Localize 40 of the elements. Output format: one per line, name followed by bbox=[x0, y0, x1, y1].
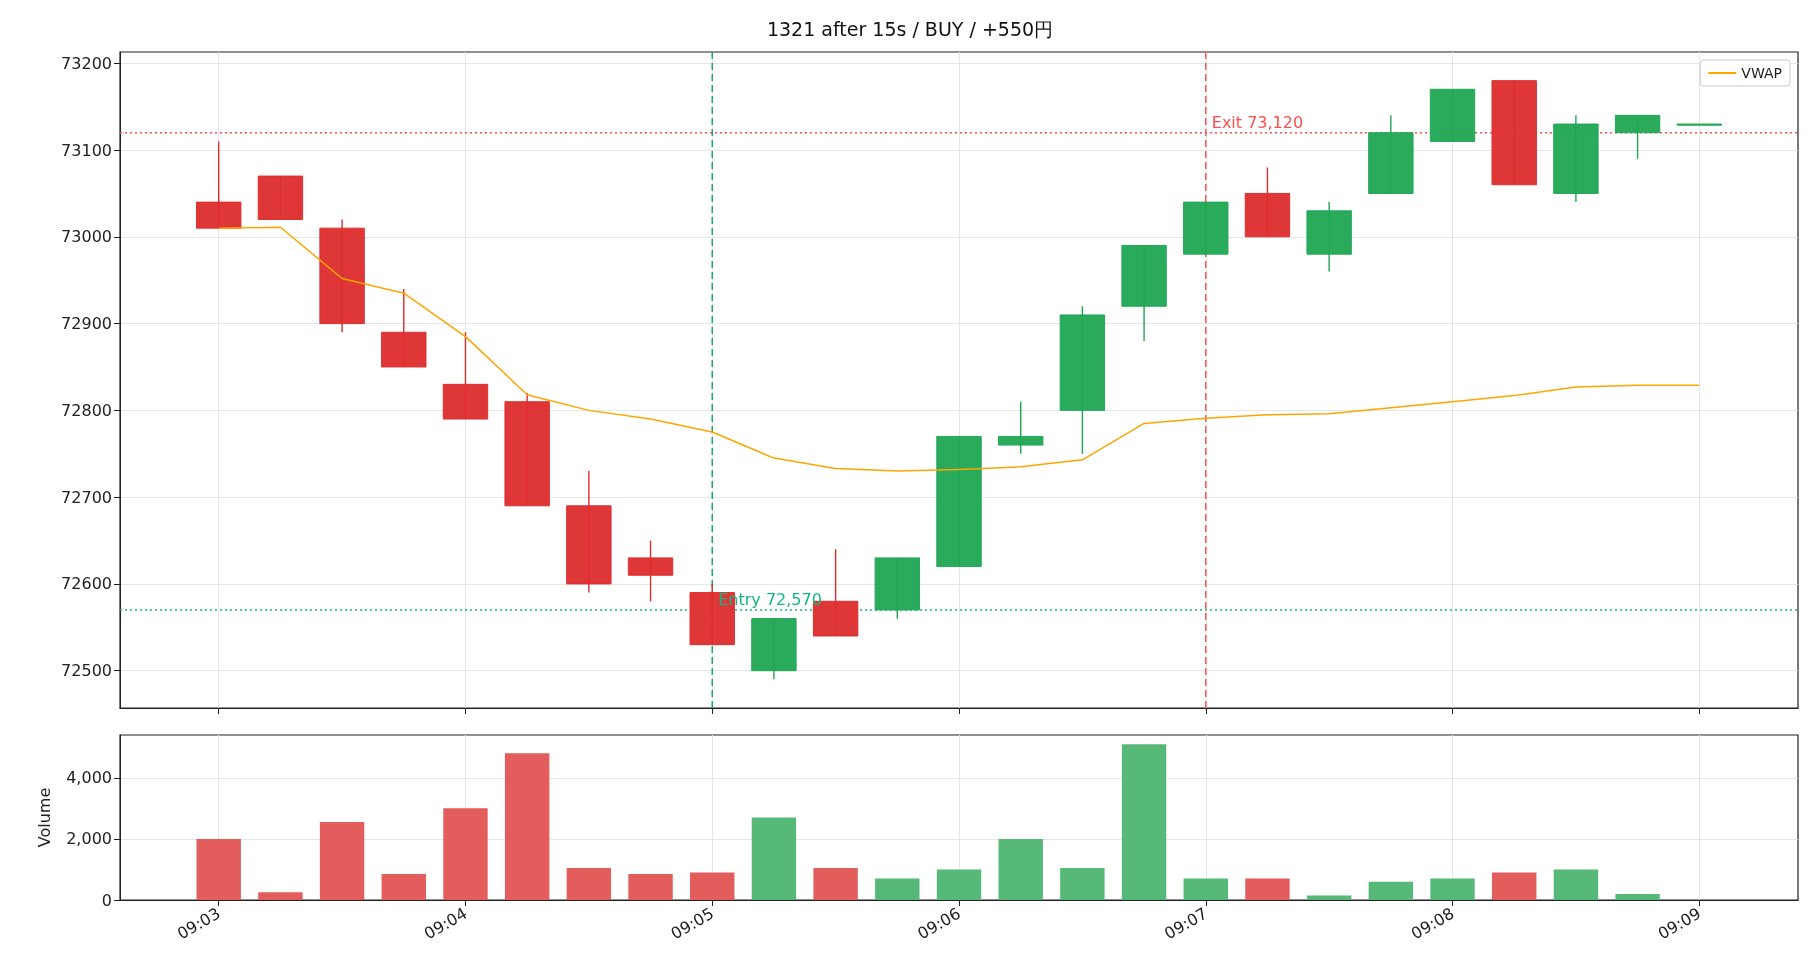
chart-title: 1321 after 15s / BUY / +550円 bbox=[766, 17, 1054, 40]
bar bbox=[1183, 878, 1228, 900]
bar bbox=[1245, 878, 1290, 900]
annotation: Exit 73,120 bbox=[1211, 113, 1304, 133]
y-tick-label: 2,000 bbox=[66, 829, 112, 849]
bar bbox=[998, 838, 1043, 900]
bar bbox=[690, 872, 735, 900]
y-tick-label: 0 bbox=[101, 890, 112, 910]
bar bbox=[875, 878, 920, 900]
y-tick-label: 72600 bbox=[61, 574, 112, 594]
bar bbox=[258, 892, 303, 900]
y-tick-label: 72500 bbox=[61, 661, 112, 681]
bar bbox=[566, 867, 612, 900]
bar bbox=[1430, 878, 1475, 900]
y-tick-label: 73000 bbox=[61, 227, 112, 247]
bar bbox=[936, 869, 982, 900]
y-tick-label: 73100 bbox=[61, 140, 112, 160]
bar bbox=[1492, 872, 1537, 900]
legend-label: VWAP bbox=[1741, 65, 1783, 81]
bar bbox=[443, 808, 488, 900]
bar bbox=[628, 874, 673, 900]
bar bbox=[504, 753, 550, 900]
y-tick-label: 4,000 bbox=[66, 768, 112, 788]
bar bbox=[751, 817, 797, 900]
y-tick-label: 73200 bbox=[61, 53, 112, 73]
bar bbox=[381, 874, 426, 900]
bar bbox=[1615, 893, 1660, 900]
bar bbox=[813, 867, 858, 900]
bar bbox=[1060, 867, 1105, 900]
bar bbox=[1553, 869, 1599, 900]
y-tick-label: 72700 bbox=[61, 487, 112, 507]
bar bbox=[1306, 895, 1352, 900]
line-series bbox=[217, 226, 1701, 472]
y-axis-title: Volume bbox=[34, 787, 54, 848]
y-tick-label: 72800 bbox=[61, 400, 112, 420]
bar bbox=[1121, 744, 1167, 900]
bar bbox=[319, 822, 365, 900]
bar bbox=[196, 838, 241, 900]
bar bbox=[1368, 881, 1414, 900]
y-tick-label: 72900 bbox=[61, 314, 112, 334]
